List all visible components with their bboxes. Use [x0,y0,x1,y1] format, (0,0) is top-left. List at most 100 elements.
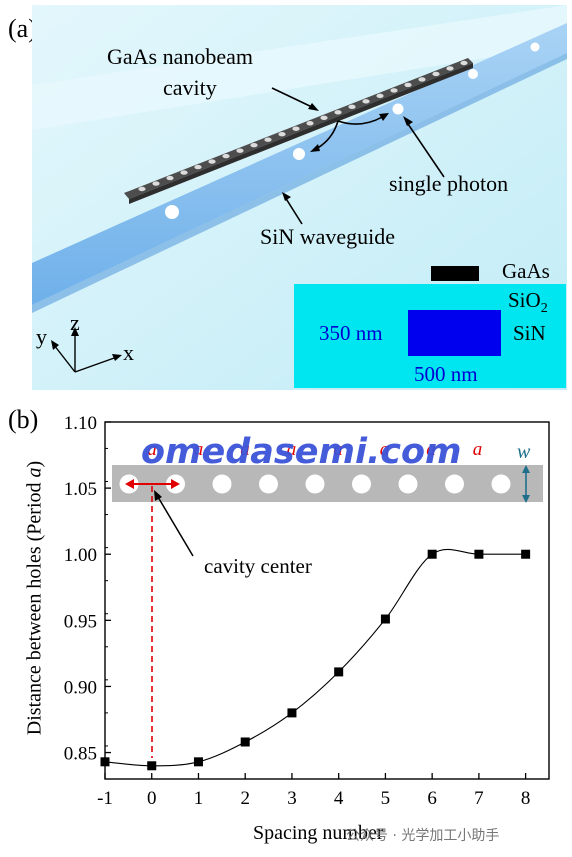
photon-marker [468,69,478,79]
photon-marker [530,42,540,52]
data-point [427,549,437,559]
x-tick-label: 8 [521,788,531,809]
beam-hole [222,153,230,159]
y-tick-label: 1.10 [64,413,97,434]
inset-sin-label: SiN [513,321,546,345]
schematic-hole [212,474,232,494]
beam-hole [348,104,356,110]
coupling-arrow-right [337,115,385,125]
gaas-cross-section [431,266,479,281]
data-point [240,737,250,747]
period-letter: a [147,439,157,460]
period-arrow [125,479,180,489]
axis-y-label: y [36,324,47,349]
beam-hole [432,71,440,77]
x-tick-label: 4 [334,788,344,809]
beam-hole [320,115,328,120]
data-point [100,757,110,767]
photon-marker [293,148,305,160]
series-line [104,548,526,767]
inset-sio2-label: SiO2 [508,288,548,317]
beam-hole [264,137,272,142]
data-point [287,708,297,718]
beam-hole [278,132,286,137]
inset-width-label: 500 nm [414,362,478,386]
nanobeam-arrow [271,87,315,109]
gaas-nanobeam [124,58,473,204]
x-tick-label: 5 [381,788,391,809]
beam-hole [460,60,468,66]
waveguide-arrow [284,196,303,225]
x-tick-label: 1 [194,788,204,809]
beam-hole [390,88,398,93]
y-tick-label: 0.90 [64,677,97,698]
inset-gaas-label: GaAs [502,259,550,283]
width-arrow [522,465,530,503]
beam-hole [306,121,314,126]
axis-z-label: z [70,310,80,335]
x-tick-label: 3 [287,788,297,809]
schematic-hole [491,474,511,494]
schematic-hole [352,474,371,494]
beam-hole [152,181,160,186]
sin-cross-section [408,310,501,356]
beam-hole [138,186,146,192]
inset-height-label: 350 nm [319,321,383,345]
period-letter: a [426,439,436,460]
beam-hole [292,126,300,131]
schematic-hole [305,474,325,494]
cross-section-inset: SiO2 SiN 350 nm 500 nm [294,284,566,388]
photon-marker [165,205,179,219]
x-tick-label: 7 [474,788,484,809]
data-point [521,549,531,559]
plot-frame [104,421,550,780]
cavity-center-arrow [157,496,194,557]
beam-hole [208,159,216,164]
beam-hole [418,77,426,82]
x-tick-label: 6 [427,788,437,809]
beam-hole [446,66,454,71]
beam-hole [362,99,370,104]
schematic-hole [398,474,418,494]
photon-marker [392,103,404,115]
beam-hole [194,164,202,170]
period-letter: a [287,439,297,460]
sin-waveguide-side [32,53,567,313]
period-letter: a [194,439,204,460]
y-tick-label: 1.05 [64,479,97,500]
beam-hole [250,142,258,148]
period-letter: a [333,439,343,460]
beam-hole [166,175,174,181]
nanobeam-schematic [32,5,567,390]
watermark-text: omedasemi.com [141,432,462,472]
schematic-hole [259,474,278,494]
sin-waveguide [32,23,567,305]
single-photon-arrow [405,120,445,178]
beam-hole [404,82,412,88]
beam-hole [334,110,342,115]
x-tick-label: 2 [240,788,250,809]
nanobeam-label-line1: GaAs nanobeam [107,44,254,69]
waveguide-label: SiN waveguide [260,224,396,249]
panel-b-label: (b) [8,405,39,434]
data-point [474,549,484,559]
schematic-hole [445,474,464,494]
cavity-center-label: cavity center [204,554,312,578]
single-photon-label: single photon [389,171,509,196]
beam-hole [180,170,188,175]
nanobeam-label-line2: cavity [163,75,217,100]
footer-watermark: 公众号 · 光学加工小助手 [346,828,500,844]
cladding-highlight [32,5,567,130]
y-tick-label: 1.00 [64,545,97,566]
period-letter: a [240,439,250,460]
x-tick-label: -1 [97,788,113,809]
width-letter: w [517,441,531,463]
beam-hole [236,148,244,153]
period-letter: a [380,439,390,460]
data-point [147,761,157,771]
x-tick-label: 0 [147,788,157,809]
period-letter: a [473,439,483,460]
x-axis-title: Spacing number [253,822,384,844]
data-point [380,614,390,624]
